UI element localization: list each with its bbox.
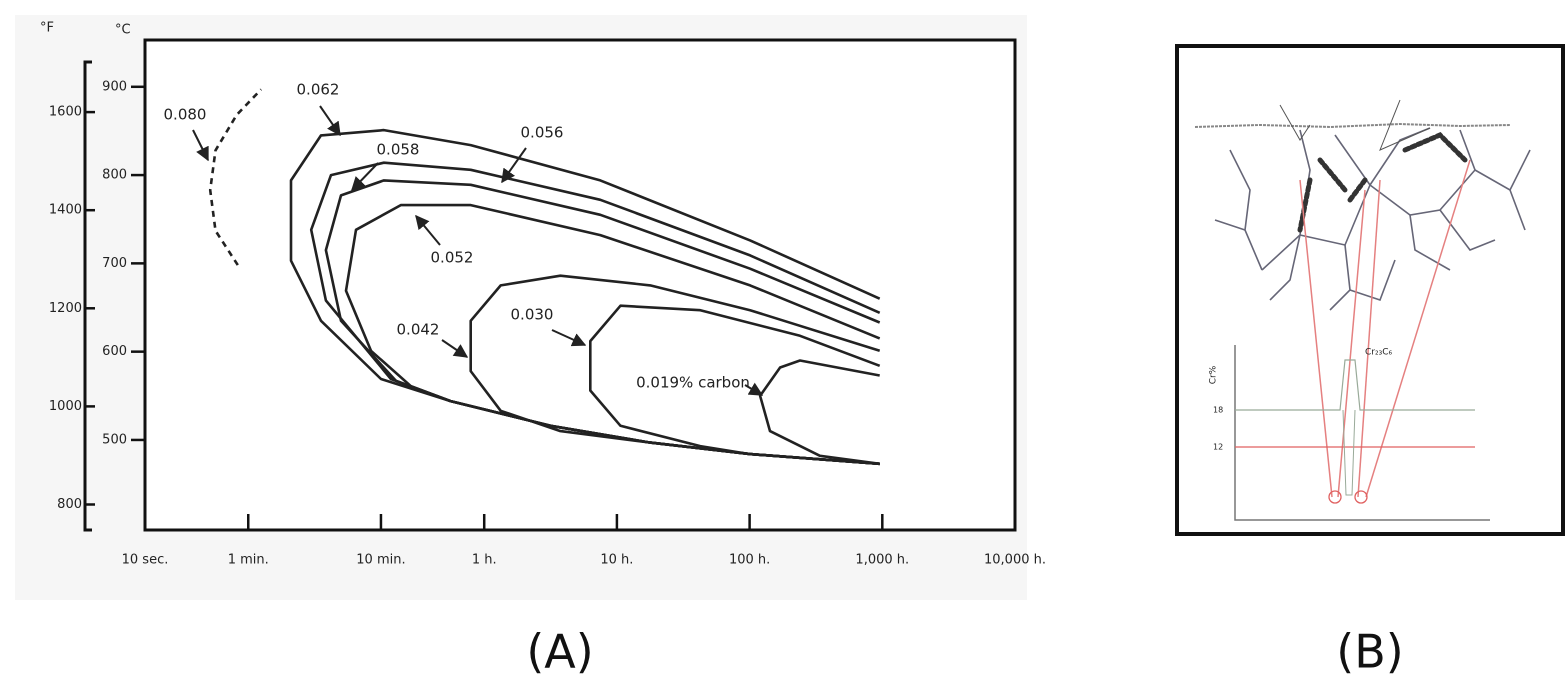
level-label: 12 — [1213, 443, 1223, 452]
curve-label: 0.056 — [521, 124, 564, 142]
y2-tick-label: 1400 — [49, 203, 82, 218]
x-tick-label: 1 h. — [472, 553, 497, 568]
curve-label: 0.042 — [397, 321, 440, 339]
y-tick-label: 700 — [102, 256, 127, 271]
y-tick-label: 800 — [102, 168, 127, 183]
curve-label: 0.080 — [164, 106, 207, 124]
curve-label: 0.062 — [297, 81, 340, 99]
curve-label: 0.052 — [431, 249, 474, 267]
x-tick-label: 1,000 h. — [855, 553, 909, 568]
x-tick-label: 100 h. — [729, 553, 770, 568]
x-tick-label: 1 min. — [228, 553, 269, 568]
y2-tick-label: 1200 — [49, 301, 82, 316]
compound-label: Cr₂₃C₆ — [1365, 348, 1392, 358]
y-tick-label: 900 — [102, 79, 127, 94]
y2-tick-label: 800 — [57, 497, 82, 512]
curve-label: 0.058 — [377, 141, 420, 159]
x-tick-label: 10 sec. — [122, 553, 169, 568]
curve-label: 0.030 — [511, 306, 554, 324]
y-tick-label: 500 — [102, 432, 127, 447]
level-label: 18 — [1213, 406, 1223, 415]
panel-label: (A) — [526, 625, 593, 679]
y-axis-label: °C — [115, 23, 131, 38]
panel-label: (B) — [1336, 625, 1403, 679]
y-tick-label: 600 — [102, 344, 127, 359]
x-tick-label: 10 h. — [600, 553, 633, 568]
figure: °F °C (A) (B) Cr% Cr₂₃C₆ 18 12 10 sec. 1 … — [0, 0, 1567, 691]
y2-axis-label: °F — [40, 21, 54, 36]
y2-tick-label: 1600 — [49, 105, 82, 120]
x-tick-label: 10,000 h. — [984, 553, 1046, 568]
curve-label: 0.019% carbon — [636, 374, 750, 392]
x-tick-label: 10 min. — [356, 553, 405, 568]
plot-frame — [145, 40, 1015, 530]
y2-tick-label: 1000 — [49, 399, 82, 414]
diagram-y-label: Cr% — [1209, 365, 1219, 384]
